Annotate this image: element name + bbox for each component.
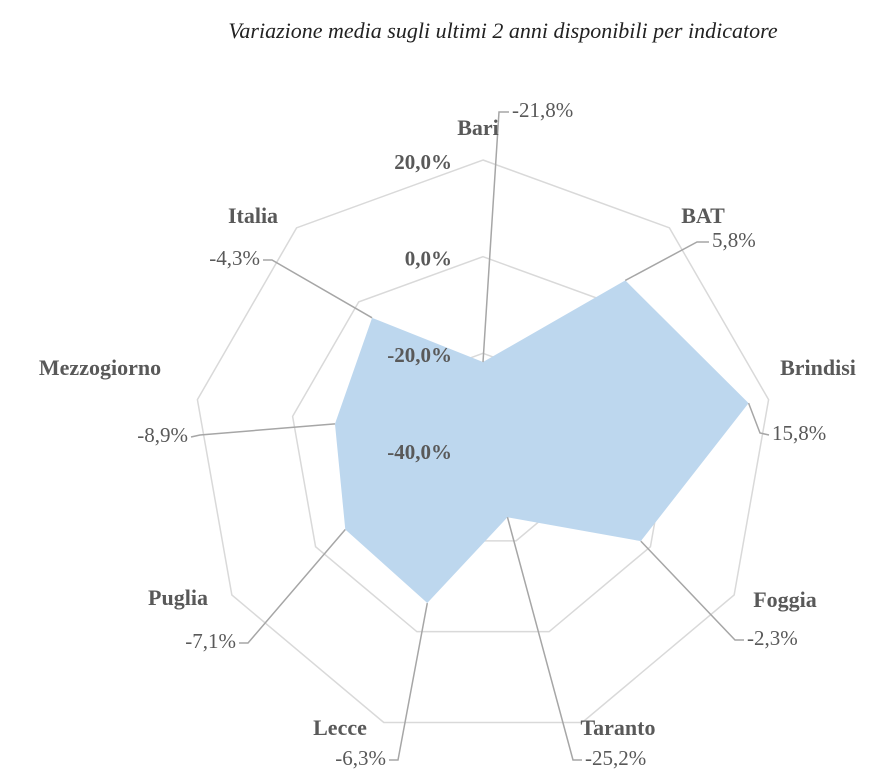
leader-line bbox=[506, 517, 582, 761]
category-label: Taranto bbox=[581, 715, 656, 740]
leader-line bbox=[482, 111, 509, 363]
category-label: Lecce bbox=[313, 715, 367, 740]
axis-tick-label: -40,0% bbox=[387, 440, 452, 464]
leader-line bbox=[190, 423, 336, 438]
leader-line bbox=[239, 529, 346, 644]
leader-line bbox=[640, 540, 744, 641]
value-label: -8,9% bbox=[137, 423, 188, 447]
value-label: -21,8% bbox=[512, 98, 573, 122]
value-label: -4,3% bbox=[209, 246, 260, 270]
axis-tick-label: 0,0% bbox=[405, 246, 452, 270]
value-label: -7,1% bbox=[185, 629, 236, 653]
category-label: Brindisi bbox=[780, 355, 856, 380]
leader-line bbox=[747, 402, 770, 436]
category-label: Foggia bbox=[753, 587, 817, 612]
leader-line bbox=[263, 259, 373, 319]
grid-ring bbox=[196, 159, 770, 724]
category-label: Italia bbox=[228, 203, 278, 228]
value-label: -2,3% bbox=[747, 626, 798, 650]
category-label: Mezzogiorno bbox=[39, 355, 161, 380]
chart-title: Variazione media sugli ultimi 2 anni dis… bbox=[228, 18, 777, 43]
axis-tick-label: 20,0% bbox=[394, 150, 452, 174]
category-label: Puglia bbox=[148, 585, 208, 610]
value-label: 15,8% bbox=[772, 421, 826, 445]
category-label: Bari bbox=[457, 115, 499, 140]
value-label: -6,3% bbox=[335, 746, 386, 770]
category-label: BAT bbox=[681, 203, 725, 228]
leader-line bbox=[389, 602, 429, 761]
radar-area bbox=[334, 280, 749, 604]
leader-line bbox=[624, 241, 709, 282]
value-label: 5,8% bbox=[712, 228, 756, 252]
value-label: -25,2% bbox=[585, 746, 646, 770]
axis-tick-label: -20,0% bbox=[387, 343, 452, 367]
